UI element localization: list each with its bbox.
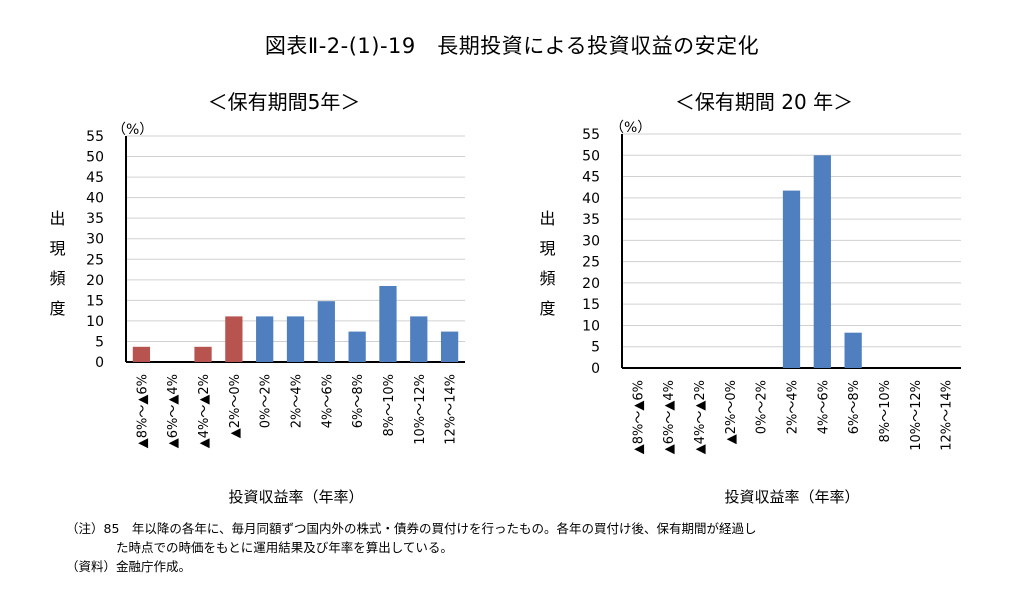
y-tick-label: 15 [86, 293, 104, 309]
unit-label: （%） [112, 122, 153, 138]
x-tick-label: 4%～6% [816, 380, 831, 434]
x-tick-label: ▲8%～▲6% [135, 374, 150, 448]
y-tick-label: 50 [86, 150, 104, 166]
y-tick-label: 20 [86, 273, 104, 289]
x-tick-label: 0%～2% [259, 374, 274, 428]
y-tick-label: 5 [591, 340, 600, 356]
x-tick-label: ▲2%～0% [228, 374, 243, 438]
x-tick-label: 10%～12% [909, 380, 924, 451]
y-tick-label: 10 [86, 314, 104, 330]
x-tick-label: ▲8%～▲6% [631, 380, 646, 454]
y-tick-label: 30 [86, 232, 104, 248]
bar [317, 301, 335, 362]
bar [225, 316, 243, 362]
bar [286, 316, 305, 362]
bar [782, 190, 801, 368]
y-tick-label: 50 [582, 148, 600, 164]
x-tick-label: 2%～4% [290, 374, 305, 428]
x-tick-label: 6%～8% [847, 380, 862, 434]
x-tick-label: 2%～4% [786, 380, 801, 434]
x-axis-label: 投資収益率（年率） [228, 488, 363, 506]
x-tick-label: 6%～8% [351, 374, 366, 428]
y-tick-label: 40 [86, 191, 104, 207]
note-line-1: （注）85 年以降の各年に、毎月同額ずつ国内外の株式・債券の買付けを行ったもの。… [66, 521, 757, 536]
y-tick-label: 40 [582, 191, 600, 207]
y-tick-label: 0 [95, 355, 104, 371]
y-tick-label: 15 [582, 297, 600, 313]
x-tick-label: ▲4%～▲2% [693, 380, 708, 454]
x-tick-label: 12%～14% [940, 380, 955, 451]
bar [844, 332, 862, 368]
y-axis-label: 出現頻度 [537, 210, 556, 330]
y-tick-label: 55 [86, 129, 104, 145]
y-tick-label: 45 [86, 170, 104, 186]
chart-title-5-years: ＜保有期間5年＞ [207, 90, 361, 114]
x-tick-label: ▲4%～▲2% [197, 374, 212, 448]
bar [132, 346, 151, 362]
y-tick-label: 35 [582, 212, 600, 228]
note-line-2: た時点での時価をもとに運用結果及び年率を算出している。 [116, 540, 453, 555]
x-tick-label: ▲2%～0% [724, 380, 739, 444]
unit-label: （%） [610, 120, 651, 136]
bar [379, 285, 397, 362]
y-tick-label: 20 [582, 276, 600, 292]
bar [256, 316, 274, 362]
x-tick-label: 8%～10% [878, 380, 893, 443]
x-tick-label: ▲6%～▲4% [662, 380, 677, 454]
figure-title: 図表Ⅱ-2-(1)-19 長期投資による投資収益の安定化 [264, 34, 760, 58]
y-axis-label: 出現頻度 [47, 210, 66, 330]
y-tick-label: 25 [86, 252, 104, 268]
chart-title-20-years: ＜保有期間 20 年＞ [674, 90, 854, 114]
y-tick-label: 30 [582, 233, 600, 249]
y-tick-label: 5 [95, 334, 104, 350]
x-axis-label: 投資収益率（年率） [724, 488, 859, 506]
x-tick-label: 0%～2% [755, 380, 770, 434]
x-tick-label: 12%～14% [444, 374, 459, 445]
bar [194, 346, 212, 362]
y-tick-label: 0 [591, 361, 600, 377]
bar [410, 316, 428, 362]
x-tick-label: 10%～12% [413, 374, 428, 445]
chart-5-years: 0 5 10 15 20 25 30 35 40 45 50 55 （%） 出現頻度 ▲8%～▲6% ▲6%～… [47, 122, 465, 506]
bar [813, 155, 831, 368]
y-tick-label: 35 [86, 211, 104, 227]
y-tick-label: 45 [582, 170, 600, 186]
x-tick-label: ▲6%～▲4% [166, 374, 181, 448]
source-line: （資料）金融庁作成。 [66, 559, 192, 574]
y-tick-label: 10 [582, 318, 600, 334]
y-tick-label: 25 [582, 255, 600, 271]
chart-20-years: 0 5 10 15 20 25 30 35 40 45 50 55 （%） 出現頻度 ▲8%～▲6% ▲6%～… [537, 120, 961, 506]
notes: （注）85 年以降の各年に、毎月同額ずつ国内外の株式・債券の買付けを行ったもの。… [66, 519, 757, 576]
x-tick-label: 4%～6% [320, 374, 335, 428]
bar [440, 331, 459, 362]
y-tick-label: 55 [582, 127, 600, 143]
bar [348, 331, 366, 362]
x-tick-label: 8%～10% [382, 374, 397, 437]
